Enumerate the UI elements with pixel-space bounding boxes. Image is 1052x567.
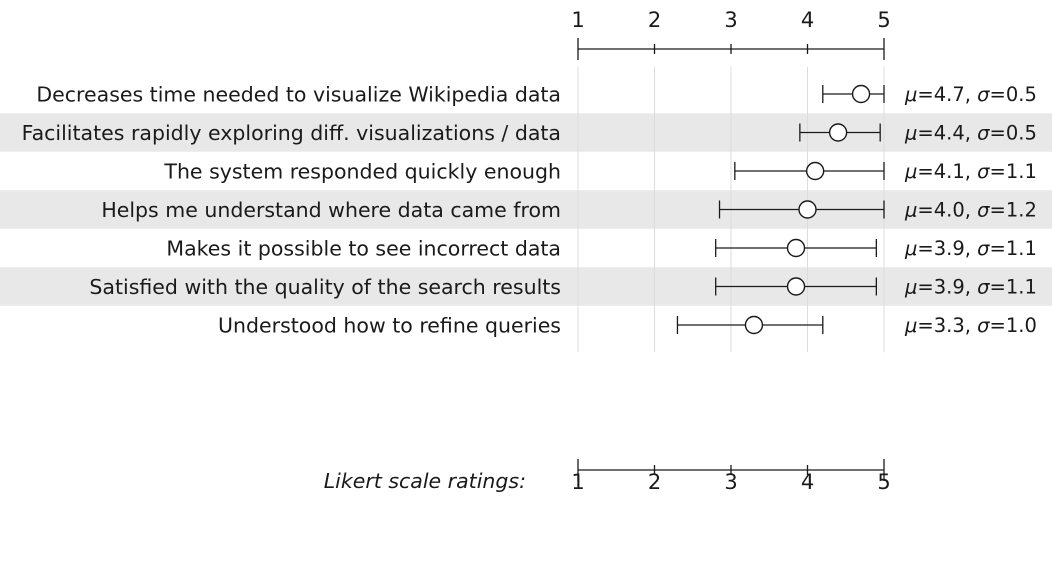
row-stats: μ=4.4, σ=0.5 <box>904 122 1037 145</box>
row-label: Facilitates rapidly exploring diff. visu… <box>22 121 561 145</box>
mean-marker <box>828 123 848 142</box>
top-axis: 1 2 3 4 5 <box>571 8 891 60</box>
mean-marker <box>744 315 764 335</box>
rating-row: Understood how to refine queries μ=3.3, σ… <box>218 314 1037 338</box>
bottom-tick-label: 3 <box>724 470 737 494</box>
row-stats: μ=4.0, σ=1.2 <box>904 199 1037 222</box>
rating-row: Helps me understand where data came from… <box>101 198 1037 222</box>
bottom-tick-label: 2 <box>648 470 661 494</box>
mean-marker <box>786 238 806 258</box>
mean-marker <box>798 200 817 219</box>
row-label: Decreases time needed to visualize Wikip… <box>36 83 561 107</box>
row-label: Understood how to refine queries <box>218 314 561 338</box>
rating-row: Makes it possible to see incorrect data μ… <box>166 237 1036 261</box>
rows: Decreases time needed to visualize Wikip… <box>22 83 1037 338</box>
mean-marker <box>786 277 806 296</box>
top-tick-label: 5 <box>877 8 890 32</box>
row-label: Satisfied with the quality of the search… <box>89 275 561 299</box>
mean-marker <box>805 161 825 181</box>
row-label: Makes it possible to see incorrect data <box>166 237 561 261</box>
mean-marker <box>851 84 871 104</box>
row-label: The system responded quickly enough <box>163 160 561 184</box>
rating-row: Satisfied with the quality of the search… <box>89 275 1036 299</box>
bottom-axis: 1 2 3 4 5 <box>571 459 891 494</box>
row-label: Helps me understand where data came from <box>101 198 561 222</box>
bottom-tick-label: 4 <box>801 470 814 494</box>
rating-row: Decreases time needed to visualize Wikip… <box>36 83 1037 107</box>
rating-row: The system responded quickly enough μ=4.1… <box>163 160 1036 184</box>
row-stats: μ=4.7, σ=0.5 <box>904 83 1037 106</box>
bottom-tick-label: 1 <box>571 470 584 494</box>
top-tick-label: 4 <box>801 8 814 32</box>
top-tick-label: 1 <box>571 8 584 32</box>
likert-scale-label: Likert scale ratings: <box>324 469 526 493</box>
bottom-tick-label: 5 <box>877 470 890 494</box>
top-tick-label: 2 <box>648 8 661 32</box>
row-stats: μ=3.9, σ=1.1 <box>904 237 1037 260</box>
row-stats: μ=3.9, σ=1.1 <box>904 276 1037 299</box>
row-stats: μ=3.3, σ=1.0 <box>904 314 1037 337</box>
top-tick-label: 3 <box>724 8 737 32</box>
rating-row: Facilitates rapidly exploring diff. visu… <box>22 121 1037 145</box>
row-stats: μ=4.1, σ=1.1 <box>904 160 1037 183</box>
